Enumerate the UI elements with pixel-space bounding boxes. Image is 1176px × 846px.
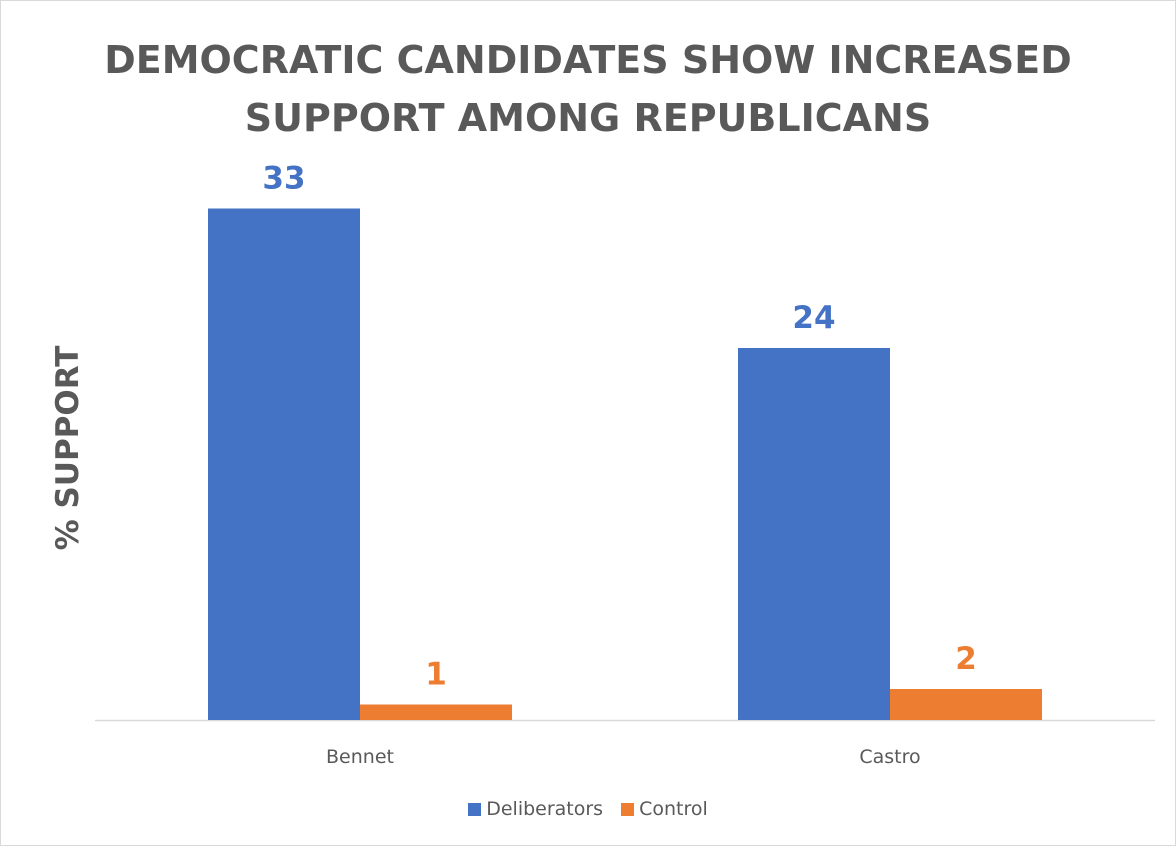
bar-bennet-control <box>360 704 512 720</box>
data-label-castro-deliberators: 24 <box>792 300 835 336</box>
legend-item-control: Control <box>621 798 708 820</box>
legend-swatch-control <box>621 802 635 816</box>
bar-castro-deliberators <box>738 348 890 720</box>
data-label-bennet-control: 1 <box>425 657 447 693</box>
legend-label-deliberators: Deliberators <box>486 798 604 820</box>
legend-item-deliberators: Deliberators <box>468 798 603 820</box>
x-tick-label-bennet: Bennet <box>326 746 394 768</box>
legend-label-control: Control <box>639 798 708 820</box>
chart-title-line-2: SUPPORT AMONG REPUBLICANS <box>244 96 932 140</box>
bar-bennet-deliberators <box>208 208 360 720</box>
legend: Deliberators Control <box>0 798 1176 820</box>
data-label-bennet-deliberators: 33 <box>262 161 305 197</box>
chart-title-line-1: DEMOCRATIC CANDIDATES SHOW INCREASED <box>104 38 1072 82</box>
bar-castro-control <box>890 689 1042 720</box>
legend-swatch-deliberators <box>468 802 482 816</box>
data-label-castro-control: 2 <box>955 641 977 677</box>
x-tick-label-castro: Castro <box>859 746 920 768</box>
